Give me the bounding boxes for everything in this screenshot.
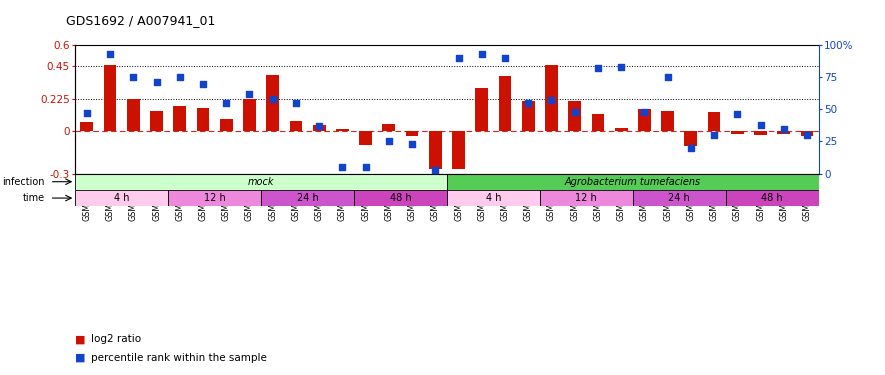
Point: [127, 74, 141, 80]
Bar: [336, 129, 349, 131]
Bar: [354, 190, 447, 206]
Point: [614, 64, 628, 70]
Text: log2 ratio: log2 ratio: [91, 334, 142, 344]
Bar: [261, 190, 354, 206]
Point: [451, 55, 466, 61]
Bar: [568, 101, 581, 131]
Point: [312, 123, 327, 129]
Bar: [243, 99, 256, 131]
Bar: [661, 111, 674, 131]
Point: [428, 166, 442, 172]
Point: [521, 100, 535, 106]
Point: [660, 74, 674, 80]
Text: 12 h: 12 h: [204, 193, 226, 203]
Bar: [447, 190, 540, 206]
Bar: [196, 108, 210, 131]
Point: [196, 81, 210, 87]
Point: [103, 51, 117, 57]
Bar: [447, 174, 819, 190]
Bar: [75, 174, 447, 190]
Point: [173, 74, 187, 80]
Bar: [266, 75, 279, 131]
Point: [753, 122, 767, 128]
Bar: [777, 131, 790, 134]
Text: 4 h: 4 h: [114, 193, 129, 203]
Bar: [475, 88, 489, 131]
Bar: [219, 119, 233, 131]
Bar: [731, 131, 743, 134]
Bar: [591, 114, 604, 131]
Text: 48 h: 48 h: [761, 193, 783, 203]
Text: ■: ■: [75, 353, 89, 363]
Bar: [726, 190, 819, 206]
Point: [498, 55, 512, 61]
Point: [684, 145, 698, 151]
Bar: [754, 131, 767, 135]
Text: ■: ■: [75, 334, 89, 344]
Bar: [75, 190, 168, 206]
Text: 4 h: 4 h: [486, 193, 501, 203]
Point: [405, 141, 419, 147]
Bar: [684, 131, 697, 146]
Bar: [150, 111, 163, 131]
Bar: [801, 131, 813, 136]
Text: 12 h: 12 h: [575, 193, 597, 203]
Point: [474, 51, 489, 57]
Point: [219, 100, 234, 106]
Point: [637, 109, 651, 115]
Bar: [359, 131, 372, 145]
Bar: [633, 190, 726, 206]
Bar: [168, 190, 261, 206]
Bar: [127, 99, 140, 131]
Bar: [429, 131, 442, 169]
Bar: [173, 106, 186, 131]
Point: [80, 110, 94, 116]
Text: percentile rank within the sample: percentile rank within the sample: [91, 353, 267, 363]
Point: [591, 65, 605, 71]
Point: [567, 109, 581, 115]
Point: [707, 132, 721, 138]
Point: [242, 91, 257, 97]
Bar: [104, 65, 117, 131]
Point: [150, 79, 164, 85]
Point: [335, 164, 350, 170]
Bar: [638, 109, 650, 131]
Text: infection: infection: [3, 177, 45, 187]
Text: Agrobacterium tumefaciens: Agrobacterium tumefaciens: [565, 177, 701, 187]
Text: mock: mock: [248, 177, 274, 187]
Point: [544, 97, 558, 103]
Bar: [452, 131, 465, 169]
Text: GDS1692 / A007941_01: GDS1692 / A007941_01: [66, 14, 216, 27]
Point: [730, 111, 744, 117]
Bar: [545, 65, 558, 131]
Text: 24 h: 24 h: [296, 193, 319, 203]
Bar: [540, 190, 633, 206]
Bar: [615, 128, 627, 131]
Bar: [522, 101, 535, 131]
Bar: [81, 122, 93, 131]
Bar: [312, 125, 326, 131]
Point: [777, 126, 791, 132]
Point: [800, 132, 814, 138]
Bar: [382, 123, 396, 131]
Point: [358, 164, 373, 170]
Bar: [708, 112, 720, 131]
Text: time: time: [23, 193, 45, 203]
Point: [266, 96, 280, 102]
Point: [381, 138, 396, 144]
Bar: [289, 121, 303, 131]
Bar: [405, 131, 419, 136]
Text: 48 h: 48 h: [389, 193, 412, 203]
Text: 24 h: 24 h: [668, 193, 690, 203]
Point: [289, 100, 303, 106]
Bar: [498, 76, 512, 131]
